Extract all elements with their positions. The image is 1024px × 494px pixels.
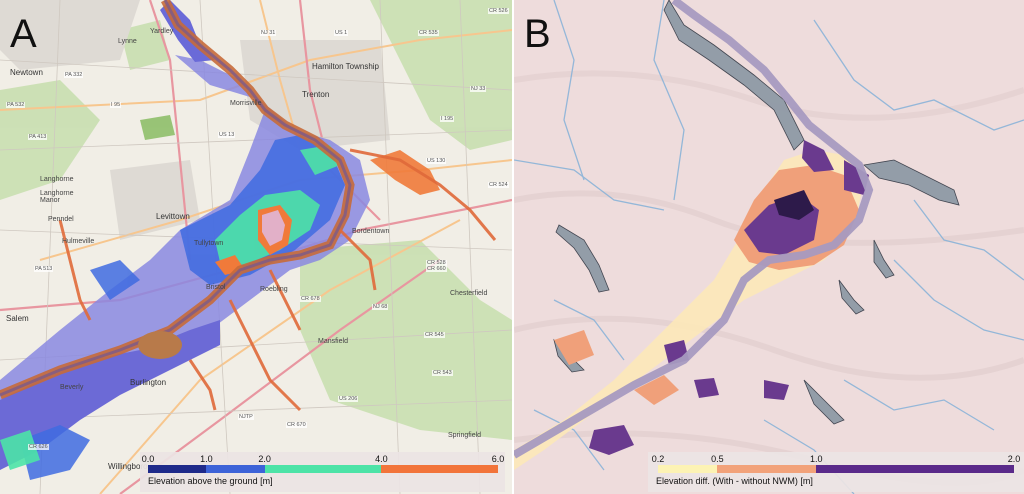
road-shield-nj31: NJ 31 xyxy=(260,30,277,36)
map-a-canvas xyxy=(0,0,512,494)
panel-b-elevation-diff-map: B 0.2 0.5 1.0 2.0 Elevation diff. (With - w… xyxy=(514,0,1024,494)
road-shield-cr626: CR 626 xyxy=(28,444,49,450)
legend-b-title: Elevation diff. (With - without NWM) [m] xyxy=(656,476,813,486)
road-shield-cr670: CR 670 xyxy=(286,422,307,428)
road-shield-us206: US 206 xyxy=(338,396,359,402)
road-shield-cr545: CR 545 xyxy=(424,332,445,338)
legend-a-tick-label: 0.0 xyxy=(141,454,155,464)
legend-b-tick-label: 1.0 xyxy=(809,454,823,464)
legend-b-color-segment xyxy=(717,465,817,473)
town-label-penndel: Penndel xyxy=(48,216,74,223)
road-shield-cr526: CR 526 xyxy=(488,8,509,14)
legend-a-color-segment xyxy=(148,465,207,473)
town-label-tullytown: Tullytown xyxy=(194,240,224,247)
road-shield-us130: US 130 xyxy=(426,158,447,164)
legend-elevation-diff: 0.2 0.5 1.0 2.0 Elevation diff. (With - wit… xyxy=(648,452,1024,492)
town-label-salem: Salem xyxy=(6,314,29,323)
legend-b-color-segment xyxy=(816,465,1014,473)
legend-a-color-segment xyxy=(381,465,498,473)
road-shield-i195: I 195 xyxy=(440,116,455,122)
road-shield-cr543: CR 543 xyxy=(432,370,453,376)
road-shield-nj68: NJ 68 xyxy=(372,304,389,310)
town-label-yardley: Yardley xyxy=(150,28,174,35)
town-label-morrisville: Morrisville xyxy=(230,100,262,107)
town-label-langhorne-manor: Langhorne Manor xyxy=(40,190,74,204)
road-shield-pa332: PA 332 xyxy=(64,72,84,78)
town-label-bordentown: Bordentown xyxy=(352,228,390,235)
road-shield-i95: I 95 xyxy=(110,102,122,108)
town-label-lynne: Lynne xyxy=(118,38,137,45)
panel-b-letter: B xyxy=(524,12,551,56)
legend-b-tick-label: 0.2 xyxy=(651,454,665,464)
town-label-levittown: Levittown xyxy=(156,212,190,221)
town-label-bristol: Bristol xyxy=(206,284,226,291)
legend-a-title: Elevation above the ground [m] xyxy=(148,476,273,486)
legend-a-color-segment xyxy=(264,465,382,473)
road-shield-cr678: CR 678 xyxy=(300,296,321,302)
legend-a-color-segment xyxy=(206,465,265,473)
town-label-beverly: Beverly xyxy=(60,384,84,391)
legend-b-ticks: 0.2 0.5 1.0 2.0 xyxy=(648,454,1024,464)
road-shield-cr535: CR 535 xyxy=(418,30,439,36)
road-shield-pa513: PA 513 xyxy=(34,266,54,272)
road-shield-cr528: CR 528 CR 660 xyxy=(426,260,447,272)
legend-a-ticks: 0.0 1.0 2.0 4.0 6.0 xyxy=(140,454,505,464)
legend-a-tick-label: 1.0 xyxy=(200,454,213,464)
road-shield-ntp: NJTP xyxy=(238,414,254,420)
legend-a-tick-label: 6.0 xyxy=(491,454,505,464)
town-label-mansfield: Mansfield xyxy=(318,338,348,345)
town-label-roebling: Roebling xyxy=(260,286,288,293)
road-shield-us13: US 13 xyxy=(218,132,236,138)
town-label-langhorne: Langhorne xyxy=(40,176,74,183)
legend-a-tick-label: 2.0 xyxy=(258,454,271,464)
legend-b-tick-label: 0.5 xyxy=(711,454,724,464)
town-label-newtown: Newtown xyxy=(10,68,43,77)
town-label-hamilton: Hamilton Township xyxy=(312,62,379,71)
panel-a-letter: A xyxy=(10,12,37,56)
town-label-springfield: Springfield xyxy=(448,432,482,439)
road-shield-us1: US 1 xyxy=(334,30,349,36)
legend-b-color-segment xyxy=(658,465,718,473)
road-shield-nj33: NJ 33 xyxy=(470,86,487,92)
town-label-chesterfield: Chesterfield xyxy=(450,290,488,297)
map-b-canvas xyxy=(514,0,1024,494)
legend-a-tick-label: 4.0 xyxy=(375,454,388,464)
town-label-burlington: Burlington xyxy=(130,378,167,387)
panel-a-flood-depth-map: A Newtown Lynne Yardley Hamilton Townshi… xyxy=(0,0,512,494)
town-label-willingboro: Willingboro xyxy=(108,462,148,471)
town-label-trenton: Trenton xyxy=(302,90,330,99)
town-label-hulmeville: Hulmeville xyxy=(62,238,95,245)
road-shield-cr524: CR 524 xyxy=(488,182,509,188)
legend-b-tick-label: 2.0 xyxy=(1007,454,1021,464)
road-shield-pa532: PA 532 xyxy=(6,102,26,108)
road-shield-pa413: PA 413 xyxy=(28,134,48,140)
legend-elevation-above-ground: 0.0 1.0 2.0 4.0 6.0 Elevation above the grou… xyxy=(140,452,505,492)
